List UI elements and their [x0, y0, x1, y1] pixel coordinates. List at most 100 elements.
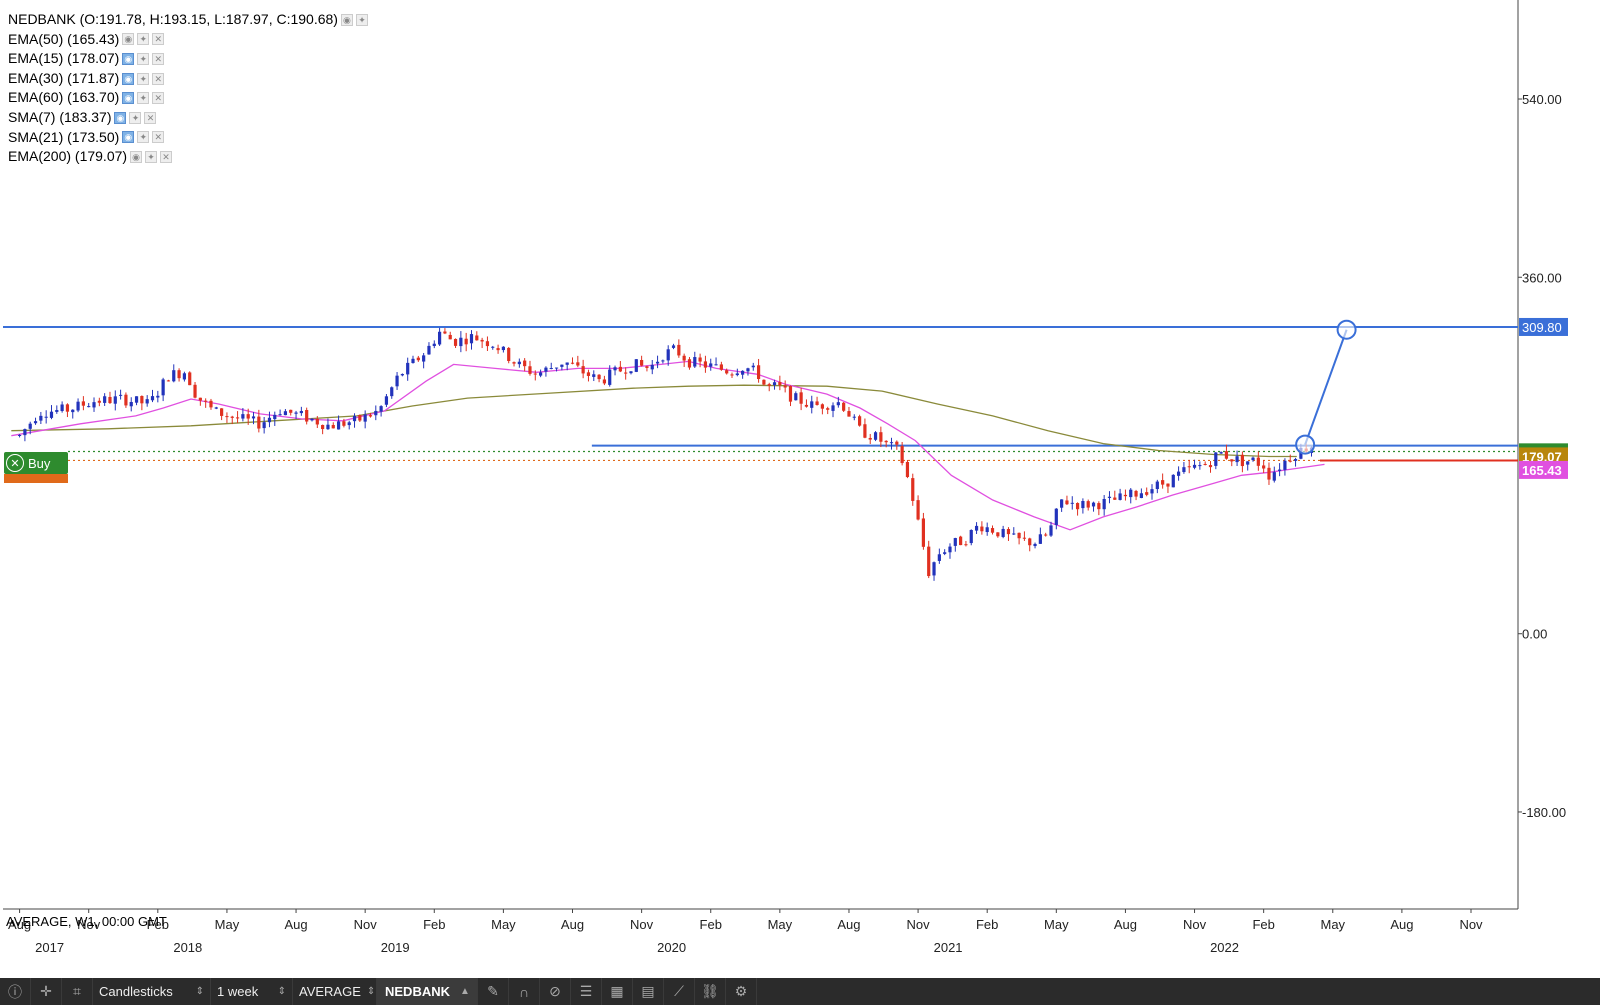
chart-type-select[interactable]: Candlesticks ⇕	[93, 978, 211, 1005]
candle-body	[1006, 529, 1011, 535]
candle-body	[294, 412, 298, 414]
gear-icon[interactable]: ✦	[145, 150, 158, 163]
y-tick-label: 540.00	[1522, 92, 1562, 107]
link-icon[interactable]: ⛓	[695, 978, 726, 1005]
candle-body	[1070, 502, 1074, 504]
projection-arrow[interactable]	[1304, 329, 1348, 445]
candle-body	[113, 396, 117, 404]
candle-body	[932, 562, 936, 576]
close-icon[interactable]: ✕	[152, 52, 165, 65]
candle-body	[1161, 480, 1165, 485]
candle-body	[273, 414, 277, 420]
candle-body	[820, 404, 824, 409]
close-icon[interactable]: ✕	[152, 33, 165, 46]
gear-icon[interactable]: ✦	[137, 92, 150, 105]
crop-icon[interactable]: ⌗	[62, 978, 93, 1005]
candle-body	[453, 338, 458, 346]
eye-icon[interactable]: ◉	[340, 13, 353, 26]
y-tick-label: -180.00	[1522, 805, 1566, 820]
price-chart[interactable]: 540.00 360.00 0.00 -180.00 Aug 2017 Nov Feb 2018…	[0, 0, 1600, 978]
candle-body	[778, 381, 782, 386]
close-icon[interactable]: ✕	[152, 72, 165, 85]
template-icon[interactable]: ▤	[633, 978, 664, 1005]
magnet-icon[interactable]: ∩	[509, 978, 540, 1005]
gear-icon[interactable]: ✦	[355, 13, 368, 26]
gear-icon[interactable]: ✦	[137, 131, 150, 144]
legend-indicator: EMA(30) (171.87) ◉ ✦ ✕	[8, 69, 368, 89]
gear-icon[interactable]: ✦	[137, 33, 150, 46]
buy-label: Buy	[28, 455, 51, 471]
settings-icon[interactable]: ⚙	[726, 978, 757, 1005]
x-year-label: 2019	[381, 940, 410, 955]
list-icon[interactable]: ☰	[571, 978, 602, 1005]
pencil-icon[interactable]: ✎	[478, 978, 509, 1005]
candle-body	[1278, 469, 1282, 471]
timeframe-select[interactable]: 1 week ⇕	[211, 978, 293, 1005]
candle-body	[119, 394, 123, 396]
candle-body	[411, 358, 415, 364]
eye-icon[interactable]: ◉	[122, 131, 135, 144]
eye-icon[interactable]: ◉	[122, 52, 135, 65]
eye-icon[interactable]: ◉	[114, 111, 127, 124]
close-icon[interactable]: ✕	[6, 454, 24, 472]
candle-body	[204, 400, 208, 402]
close-icon[interactable]: ✕	[152, 131, 165, 144]
close-icon[interactable]: ✕	[144, 111, 157, 124]
info-icon[interactable]: ⓘ	[0, 978, 31, 1005]
candle-body	[92, 402, 96, 408]
gear-icon[interactable]: ✦	[137, 52, 150, 65]
candle-body	[336, 421, 341, 430]
candle-body	[108, 396, 112, 404]
candle-body	[464, 338, 468, 345]
candle-body	[788, 386, 793, 402]
eye-icon[interactable]: ◉	[122, 33, 135, 46]
candle-body	[241, 414, 245, 419]
legend-indicator: EMA(15) (178.07) ◉ ✦ ✕	[8, 49, 368, 69]
grid-icon[interactable]: ▦	[602, 978, 633, 1005]
candle-body	[985, 527, 989, 533]
select-arrow-icon: ⇕	[366, 986, 376, 997]
buy-button[interactable]: ✕ Buy	[4, 452, 68, 474]
candle-body	[1107, 496, 1112, 498]
candle-body	[1086, 501, 1090, 508]
candle-body	[735, 373, 739, 376]
candle-body	[709, 363, 713, 367]
projection-end-handle[interactable]	[1336, 319, 1357, 340]
eye-icon[interactable]: ◉	[122, 92, 135, 105]
gear-icon[interactable]: ✦	[129, 111, 142, 124]
candle-body	[815, 401, 819, 405]
chart-area[interactable]: 540.00 360.00 0.00 -180.00 Aug 2017 Nov Feb 2018…	[0, 0, 1600, 978]
candle-body	[49, 411, 54, 418]
candle-body	[560, 364, 564, 367]
candle-body	[1192, 464, 1197, 468]
hide-icon[interactable]: ⊘	[540, 978, 571, 1005]
candle-body	[1075, 503, 1080, 510]
candle-body	[831, 405, 835, 411]
candle-body	[188, 372, 192, 386]
close-icon[interactable]: ✕	[160, 150, 173, 163]
gear-icon[interactable]: ✦	[137, 72, 150, 85]
timeframe-value: 1 week	[217, 984, 259, 999]
close-icon[interactable]: ✕	[152, 92, 165, 105]
candle-body	[257, 416, 261, 429]
candle-body	[1198, 465, 1202, 467]
candle-body	[698, 357, 702, 362]
candle-body	[661, 360, 665, 362]
candle-body	[1017, 532, 1021, 539]
projection-start-handle[interactable]	[1295, 434, 1316, 455]
eye-icon[interactable]: ◉	[130, 150, 143, 163]
level-tag	[1519, 317, 1568, 336]
candle-body	[916, 500, 920, 520]
x-tick-label: Feb	[700, 917, 722, 932]
x-tick-label: Feb	[147, 917, 169, 932]
candle-body	[129, 401, 133, 407]
stop-loss-tab[interactable]	[4, 474, 68, 483]
candle-body	[1001, 528, 1005, 537]
symbol-selector[interactable]: NEDBANK ▲	[377, 978, 478, 1005]
eye-icon[interactable]: ◉	[122, 72, 135, 85]
average-select[interactable]: AVERAGE ⇕	[293, 978, 377, 1005]
crosshair-icon[interactable]: ✛	[31, 978, 62, 1005]
candle-body	[437, 331, 442, 345]
indicator-icon[interactable]: ⟋	[664, 978, 695, 1005]
candle-body	[943, 552, 947, 554]
